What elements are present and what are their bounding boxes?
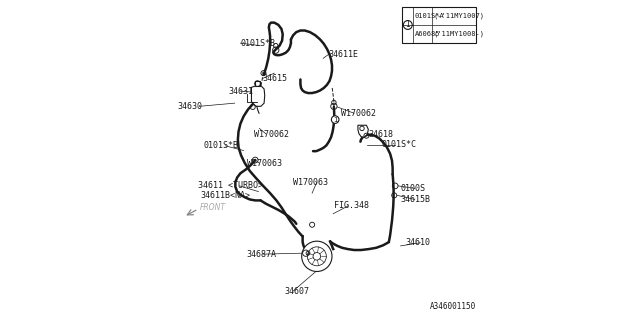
Text: 0100S: 0100S: [401, 184, 426, 193]
Text: 34687A: 34687A: [247, 250, 276, 259]
Text: 0101S*B: 0101S*B: [241, 39, 275, 48]
Text: 34615B: 34615B: [401, 195, 431, 204]
FancyBboxPatch shape: [402, 7, 476, 43]
Text: W170062: W170062: [340, 109, 376, 118]
Polygon shape: [358, 125, 369, 137]
Text: FIG.348: FIG.348: [334, 201, 369, 210]
Text: 0101S*A: 0101S*A: [415, 13, 445, 19]
Text: 1: 1: [333, 116, 337, 123]
Text: W170063: W170063: [293, 178, 328, 187]
Text: 34611E: 34611E: [329, 50, 359, 59]
Polygon shape: [252, 86, 265, 106]
Circle shape: [301, 241, 332, 271]
Text: 34607: 34607: [285, 287, 310, 296]
Text: 34630: 34630: [178, 102, 203, 111]
Text: FRONT: FRONT: [199, 203, 225, 212]
Text: 34610: 34610: [405, 238, 430, 247]
Text: 0101S*B: 0101S*B: [203, 141, 238, 150]
Text: A60685: A60685: [415, 31, 440, 37]
Text: 1: 1: [406, 20, 410, 29]
Text: W170062: W170062: [253, 130, 289, 139]
Circle shape: [332, 116, 339, 124]
Text: 34611 <TURBO>: 34611 <TURBO>: [198, 181, 264, 190]
Text: ('11MY1008-): ('11MY1008-): [433, 31, 484, 37]
Text: 34631: 34631: [228, 87, 253, 96]
Text: 34618: 34618: [369, 130, 394, 139]
Text: W170063: W170063: [247, 159, 282, 168]
Text: (-'11MY1007): (-'11MY1007): [433, 13, 484, 19]
Text: 34615: 34615: [262, 74, 287, 83]
Text: A346001150: A346001150: [430, 302, 476, 311]
Text: 0101S*C: 0101S*C: [381, 140, 417, 149]
Text: 34611B<NA>: 34611B<NA>: [200, 191, 250, 200]
Polygon shape: [255, 81, 260, 86]
